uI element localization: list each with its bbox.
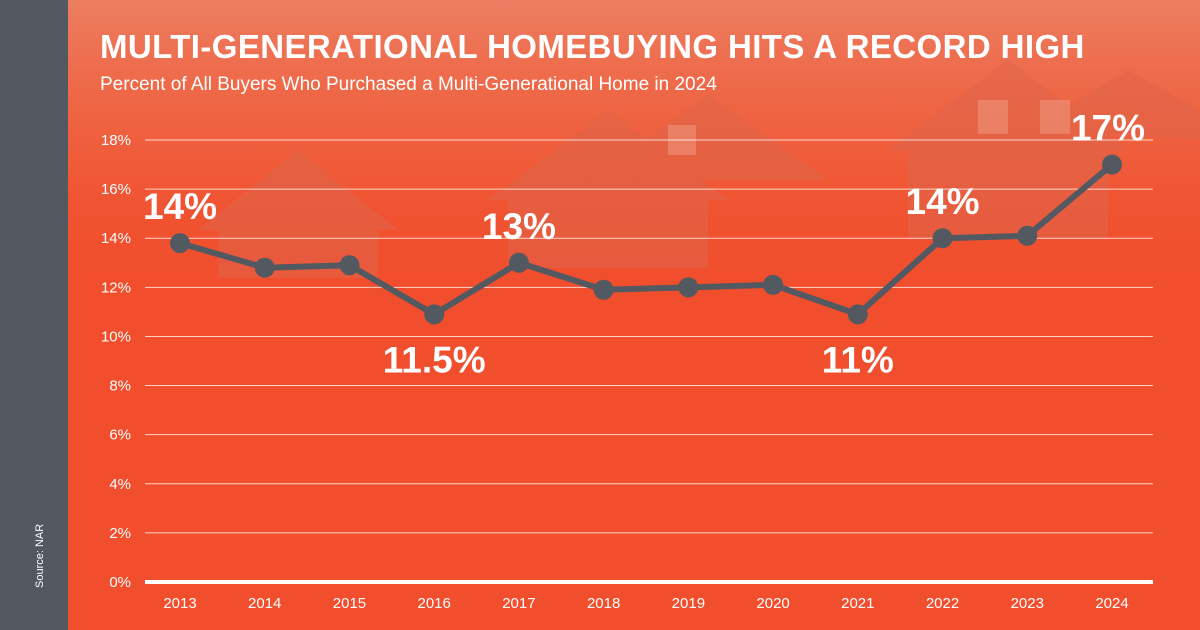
data-point-2022 xyxy=(932,228,953,249)
y-tick-label: 12% xyxy=(101,279,131,296)
data-label-2022: 14% xyxy=(906,181,980,222)
y-tick-label: 10% xyxy=(101,328,131,345)
data-point-2014 xyxy=(254,257,275,278)
houses-background-image xyxy=(68,0,1200,300)
x-tick-label: 2018 xyxy=(587,595,620,612)
y-tick-label: 18% xyxy=(101,132,131,149)
data-point-2015 xyxy=(339,255,360,276)
chart-subtitle: Percent of All Buyers Who Purchased a Mu… xyxy=(100,74,717,95)
data-point-2020 xyxy=(763,274,784,295)
data-point-2017 xyxy=(508,252,529,273)
x-tick-label: 2013 xyxy=(163,595,196,612)
data-label-2017: 13% xyxy=(482,206,556,247)
data-label-2021: 11% xyxy=(822,339,894,380)
x-tick-label: 2017 xyxy=(502,595,535,612)
y-tick-label: 6% xyxy=(109,427,131,444)
data-point-2024 xyxy=(1102,154,1122,175)
y-tick-label: 4% xyxy=(109,476,131,493)
data-point-2016 xyxy=(424,304,445,325)
data-point-2019 xyxy=(678,277,699,298)
x-tick-label: 2016 xyxy=(417,595,450,612)
y-tick-label: 16% xyxy=(101,181,131,198)
series-line xyxy=(177,161,1115,318)
x-tick-label: 2022 xyxy=(926,595,959,612)
x-tick-label: 2024 xyxy=(1095,595,1128,612)
y-tick-label: 14% xyxy=(101,230,131,247)
data-label-2024: 17% xyxy=(1071,108,1145,149)
x-tick-label: 2019 xyxy=(672,595,705,612)
data-point-2013 xyxy=(170,233,190,254)
y-tick-label: 0% xyxy=(109,574,131,591)
x-tick-label: 2023 xyxy=(1011,595,1044,612)
x-tick-label: 2021 xyxy=(841,595,874,612)
data-point-2023 xyxy=(1017,225,1038,246)
data-label-2013: 14% xyxy=(143,186,217,227)
data-point-2021 xyxy=(847,304,868,325)
chart-title: MULTI-GENERATIONAL HOMEBUYING HITS A REC… xyxy=(100,28,1085,65)
y-tick-label: 8% xyxy=(109,378,131,395)
sidebar-strip xyxy=(0,0,68,630)
y-tick-label: 2% xyxy=(109,525,131,542)
x-tick-label: 2020 xyxy=(756,595,789,612)
x-tick-label: 2014 xyxy=(248,595,281,612)
x-tick-label: 2015 xyxy=(333,595,366,612)
data-point-2018 xyxy=(593,279,614,300)
data-label-2016: 11.5% xyxy=(383,339,486,380)
